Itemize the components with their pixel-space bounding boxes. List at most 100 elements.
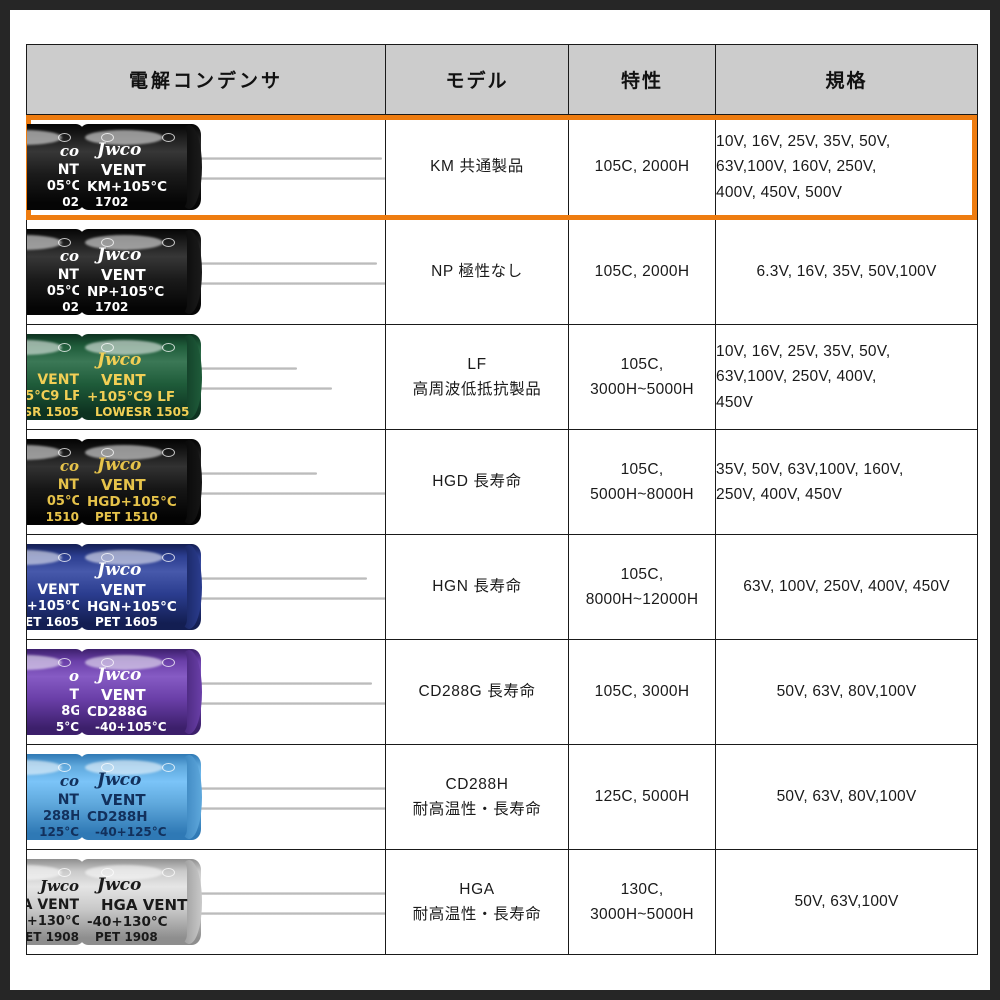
lf-capacitor-left-partial: VENT 05°C9 LF ESR 1505	[27, 334, 85, 420]
body-highlight	[27, 130, 63, 145]
capacitor-vent-text: VENT	[101, 686, 146, 704]
text-line: 63V, 100V, 250V, 400V, 450V	[743, 578, 950, 596]
cell-characteristic: 105C, 5000H~8000H	[568, 429, 716, 535]
text-line: 50V, 63V, 80V,100V	[776, 683, 917, 701]
text-line: 耐高温性・長寿命	[412, 906, 542, 923]
capacitor-vent-text: HGA VENT	[101, 896, 188, 914]
text-line: 5000H~8000H	[590, 486, 694, 503]
table-row[interactable]: Jwco VEN HGD+ co NT 05°C 1510	[26, 429, 978, 535]
text-line: 125C, 5000H	[594, 788, 690, 806]
table-row[interactable]: Jwco VEN HGN+ VENT N+105°C ET 1605	[26, 534, 978, 640]
vent-mark-left	[58, 868, 71, 877]
text-line: 63V,100V, 250V, 400V,	[716, 368, 877, 386]
hgd-capacitor-left-partial: co NT 05°C 1510	[27, 439, 85, 525]
capacitor-series-text: HGN+105°C	[87, 599, 177, 615]
table-row[interactable]: Jwco VEN +105 VENT 05°C9 LF ESR 1505	[26, 324, 978, 430]
text-line: 130C,	[620, 880, 664, 898]
km-capacitor-left-partial: co NT 05°C 02	[27, 124, 85, 210]
body-highlight	[27, 760, 63, 775]
cell-characteristic: 125C, 5000H	[568, 744, 716, 850]
vent-mark-2	[162, 448, 175, 457]
hga-capacitor: Jwco HGA VENT -40+130°C PET 1908	[79, 859, 187, 945]
capacitor-code-text: -40+105°C	[95, 720, 167, 734]
lead-wire-top	[177, 157, 382, 160]
capacitor-body-left	[27, 229, 85, 315]
cell-capacitor-image: Jwco VEN KM+1 co NT 05°C 02	[26, 114, 386, 220]
capacitor-vent-text: VENT	[101, 476, 146, 494]
vent-mark-2	[162, 343, 175, 352]
lf-capacitor-scene: Jwco VEN +105 VENT 05°C9 LF ESR 1505	[27, 326, 385, 429]
text-line: 105C, 2000H	[594, 263, 690, 281]
capacitor-code-text: LOWESR 1505	[95, 405, 190, 419]
capacitor-print-left: Jwco HGA VENT -40+130°C PET 1908	[26, 877, 82, 944]
text-line: HGN 長寿命	[432, 578, 522, 596]
capacitor-code-text: PET 1908	[95, 930, 158, 944]
vent-mark	[101, 343, 114, 352]
cd288h-capacitor-left-partial: co NT 288H 125°C	[27, 754, 85, 840]
vent-mark-left	[58, 553, 71, 562]
text-line: 3000H~5000H	[590, 381, 694, 398]
vent-mark-2	[162, 658, 175, 667]
capacitor-series-text: KM+105°C	[87, 179, 168, 195]
document-page: 電解コンデンサ モデル 特性 規格 Jwco VEN KM+1	[10, 10, 990, 990]
capacitor-series-text: NP+105°C	[87, 284, 165, 300]
vent-mark-left	[58, 448, 71, 457]
text-line: KM 共通製品	[430, 158, 524, 176]
table-row[interactable]: Jwco VEN KM+1 co NT 05°C 02	[26, 114, 978, 220]
table-row[interactable]: Jwco HGA -40+ Jwco HGA VENT -40+130°C PE…	[26, 849, 978, 955]
vent-mark	[101, 868, 114, 877]
capacitor-body-left	[27, 649, 85, 735]
capacitor-print-left: co NT 05°C 02	[46, 247, 81, 314]
lead-wire-top	[177, 367, 297, 370]
table-row[interactable]: Jwco VEN NP+1 co NT 05°C 02	[26, 219, 978, 325]
capacitor-body-left	[27, 439, 85, 525]
cell-characteristic: 105C, 8000H~12000H	[568, 534, 716, 640]
table-body: Jwco VEN KM+1 co NT 05°C 02	[26, 114, 978, 955]
np-capacitor-scene: Jwco VEN NP+1 co NT 05°C 02	[27, 221, 385, 324]
text-line: 高周波低抵抗製品	[412, 381, 542, 398]
capacitor-series-text: CD288G	[87, 704, 148, 720]
cd288h-capacitor-scene: Jwco VEN CD28 co NT 288H 125°C	[27, 746, 385, 849]
cell-spec: 50V, 63V, 80V,100V	[715, 744, 978, 850]
text-line: HGD 長寿命	[432, 473, 522, 491]
lead-wire-bottom	[177, 807, 385, 810]
capacitor-code-text: -40+125°C	[95, 825, 167, 839]
text-line: 105C,	[620, 355, 664, 373]
capacitor-body-left	[27, 544, 85, 630]
text-line: 6.3V, 16V, 35V, 50V,100V	[756, 263, 937, 281]
capacitor-vent-text: VENT	[101, 266, 146, 284]
vent-mark-2	[162, 133, 175, 142]
lead-wire-top	[177, 892, 385, 895]
text-line: 50V, 63V, 80V,100V	[776, 788, 917, 806]
cell-characteristic: 105C, 3000H	[568, 639, 716, 745]
text-line: 63V,100V, 160V, 250V,	[716, 158, 877, 176]
text-line: 450V	[716, 393, 753, 411]
vent-mark-2	[162, 868, 175, 877]
capacitor-spec-table: 電解コンデンサ モデル 特性 規格 Jwco VEN KM+1	[26, 44, 978, 955]
capacitor-print: Jwco VENT KM+105°C 1702	[79, 124, 187, 210]
text-line: CD288G 長寿命	[418, 683, 536, 701]
table-row[interactable]: Jwco VEN CD28 o T 8G 5°C	[26, 639, 978, 745]
vent-mark	[101, 763, 114, 772]
capacitor-brand-text: Jwco	[97, 665, 142, 685]
table-row[interactable]: Jwco VEN CD28 co NT 288H 125°C	[26, 744, 978, 850]
cell-spec: 50V, 63V,100V	[715, 849, 978, 955]
cell-spec: 10V, 16V, 25V, 35V, 50V, 63V,100V, 160V, …	[715, 114, 978, 220]
text-line: 250V, 400V, 450V	[716, 486, 843, 503]
capacitor-print-left: co NT 05°C 1510	[45, 457, 81, 524]
capacitor-body-left	[27, 754, 85, 840]
cell-capacitor-image: Jwco VEN CD28 o T 8G 5°C	[26, 639, 386, 745]
vent-mark-left	[58, 763, 71, 772]
capacitor-brand-text: Jwco	[97, 140, 142, 160]
capacitor-print-left: co NT 288H 125°C	[39, 772, 81, 839]
capacitor-vent-text: VENT	[101, 581, 146, 599]
body-highlight	[27, 340, 63, 355]
cell-capacitor-image: Jwco VEN CD28 co NT 288H 125°C	[26, 744, 386, 850]
cell-characteristic: 105C, 2000H	[568, 219, 716, 325]
column-header-model: モデル	[385, 44, 569, 115]
column-header-characteristic: 特性	[568, 44, 716, 115]
capacitor-print: Jwco VENT CD288G -40+105°C	[79, 649, 187, 735]
capacitor-code-text: 1702	[95, 195, 129, 209]
capacitor-vent-text: VENT	[101, 791, 146, 809]
